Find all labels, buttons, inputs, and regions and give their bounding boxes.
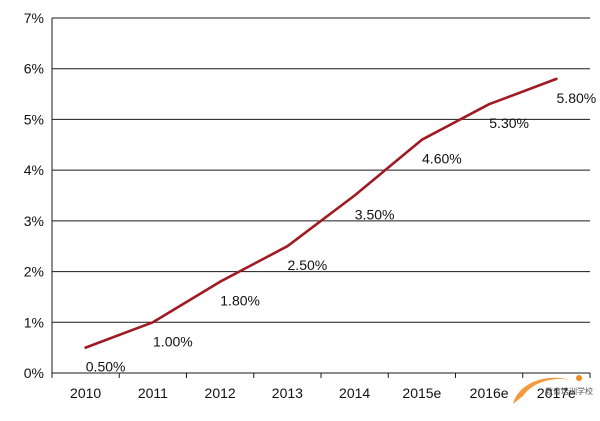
data-label: 5.30% bbox=[489, 115, 529, 131]
axes: 0% 1% 2% 3% 4% 5% 6% 7% 2010 2011 2012 2013 2014 2015… bbox=[24, 10, 591, 401]
y-tick-label: 0% bbox=[24, 365, 44, 381]
y-tick-label: 3% bbox=[24, 213, 44, 229]
data-label: 1.00% bbox=[153, 333, 193, 349]
data-label: 3.50% bbox=[355, 207, 395, 223]
watermark-swoosh-icon bbox=[513, 377, 575, 404]
data-label: 4.60% bbox=[422, 151, 462, 167]
x-tick-label: 2016e bbox=[470, 385, 509, 401]
y-tick-label: 4% bbox=[24, 162, 44, 178]
data-label: 1.80% bbox=[220, 293, 260, 309]
data-labels: 0.50% 1.00% 1.80% 2.50% 3.50% 4.60% 5.30% 5.80% bbox=[86, 90, 596, 375]
watermark-text: 教育培训学校 bbox=[545, 386, 593, 396]
data-label: 0.50% bbox=[86, 359, 126, 375]
x-tick-label: 2011 bbox=[138, 385, 168, 401]
y-tick-label: 5% bbox=[24, 111, 44, 127]
x-tick-label: 2014 bbox=[339, 385, 370, 401]
x-tick-label: 2010 bbox=[70, 385, 101, 401]
watermark-dot-icon bbox=[576, 375, 582, 381]
y-tick-label: 1% bbox=[24, 314, 44, 330]
series-line bbox=[84, 77, 558, 349]
y-tick-label: 6% bbox=[24, 61, 44, 77]
series-layer bbox=[84, 77, 558, 349]
y-tick-label: 2% bbox=[24, 264, 44, 280]
x-tick-label: 2013 bbox=[272, 385, 303, 401]
x-tick-label: 2017e bbox=[537, 385, 576, 401]
y-tick-label: 7% bbox=[24, 10, 44, 26]
gridlines bbox=[52, 17, 590, 374]
data-label: 5.80% bbox=[557, 90, 597, 106]
x-tick-label: 2012 bbox=[205, 385, 236, 401]
watermark-logo: 教育培训学校 bbox=[513, 375, 593, 404]
x-tick-label: 2015e bbox=[402, 385, 441, 401]
data-label: 2.50% bbox=[288, 257, 328, 273]
